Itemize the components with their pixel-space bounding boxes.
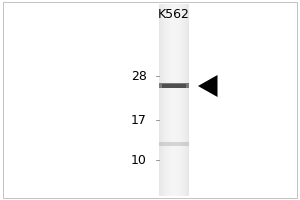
- Bar: [170, 4, 171, 196]
- Bar: [175, 4, 176, 196]
- Bar: [168, 4, 169, 196]
- Bar: [159, 142, 189, 146]
- Bar: [159, 4, 189, 196]
- Bar: [178, 4, 179, 196]
- Bar: [167, 4, 168, 196]
- Bar: [185, 4, 186, 196]
- Bar: [169, 4, 170, 196]
- Bar: [180, 4, 181, 196]
- Bar: [166, 4, 167, 196]
- Bar: [176, 4, 177, 196]
- Bar: [159, 83, 189, 88]
- Bar: [160, 4, 161, 196]
- Bar: [184, 4, 185, 196]
- Bar: [182, 4, 183, 196]
- Polygon shape: [198, 75, 218, 97]
- Bar: [174, 4, 175, 196]
- Text: 17: 17: [131, 114, 147, 127]
- Bar: [183, 4, 184, 196]
- Bar: [187, 4, 188, 196]
- Bar: [162, 84, 186, 88]
- Bar: [163, 4, 164, 196]
- Text: 28: 28: [131, 70, 147, 82]
- Bar: [188, 4, 189, 196]
- Bar: [162, 4, 163, 196]
- Bar: [179, 4, 180, 196]
- Bar: [186, 4, 187, 196]
- Bar: [172, 4, 173, 196]
- Bar: [181, 4, 182, 196]
- Text: K562: K562: [158, 8, 190, 21]
- Bar: [177, 4, 178, 196]
- Bar: [159, 4, 160, 196]
- Bar: [165, 4, 166, 196]
- Bar: [161, 4, 162, 196]
- Text: 10: 10: [131, 154, 147, 166]
- Bar: [171, 4, 172, 196]
- Bar: [164, 4, 165, 196]
- Bar: [173, 4, 174, 196]
